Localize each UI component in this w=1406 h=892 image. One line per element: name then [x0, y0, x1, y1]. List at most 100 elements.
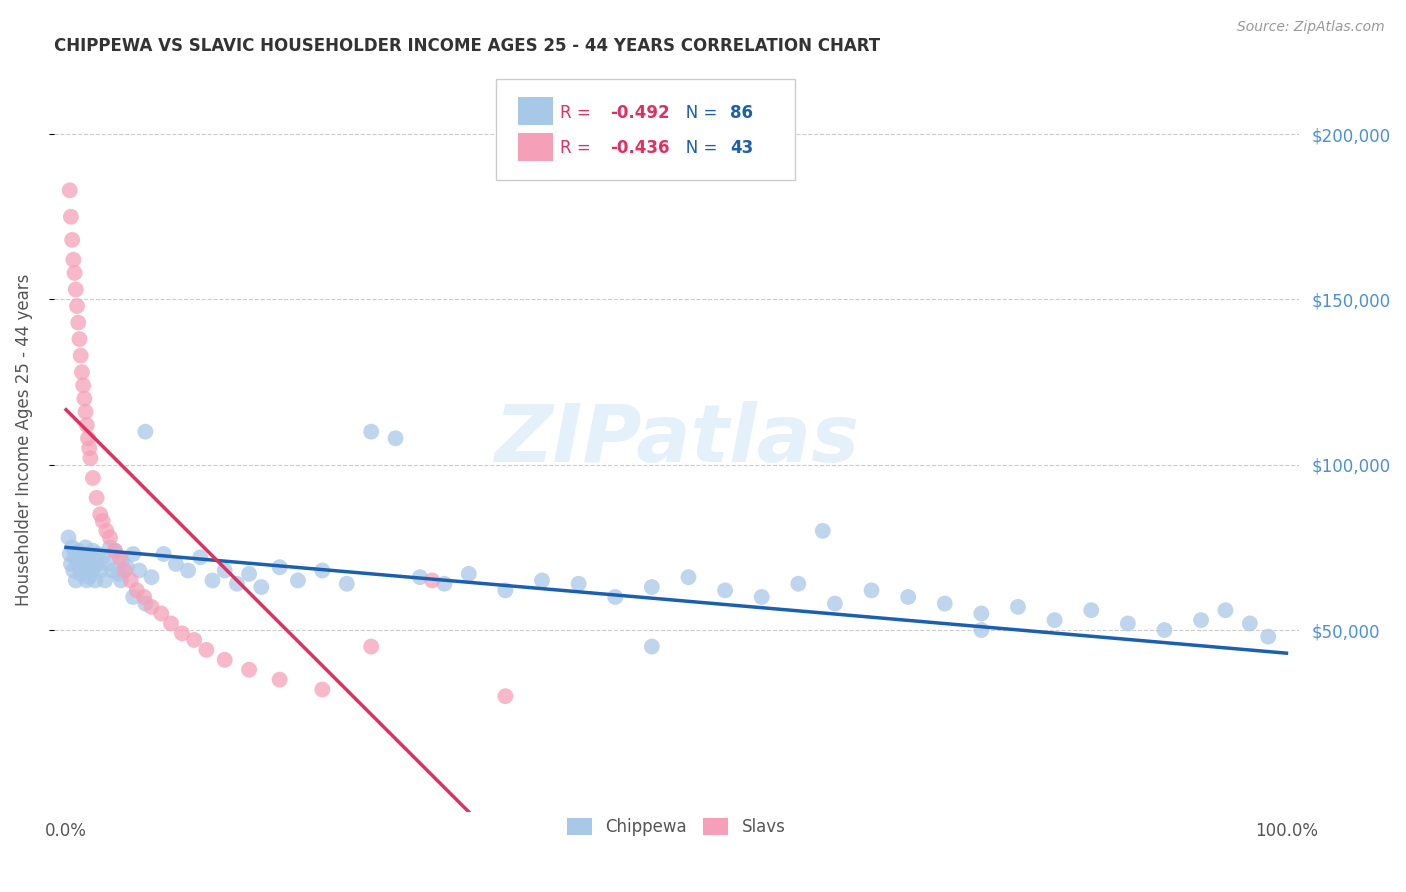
Point — [134, 597, 156, 611]
Point — [72, 557, 94, 571]
Point — [360, 640, 382, 654]
Point — [1239, 616, 1261, 631]
Point — [91, 514, 114, 528]
Point — [225, 576, 247, 591]
Text: -0.492: -0.492 — [610, 103, 669, 121]
Point — [970, 623, 993, 637]
Text: 86: 86 — [730, 103, 752, 121]
Point — [1215, 603, 1237, 617]
Point — [89, 508, 111, 522]
Point — [125, 583, 148, 598]
Point — [76, 574, 98, 588]
Point — [214, 653, 236, 667]
Point — [751, 590, 773, 604]
Legend: Chippewa, Slavs: Chippewa, Slavs — [558, 810, 794, 845]
Point — [641, 580, 664, 594]
Text: Source: ZipAtlas.com: Source: ZipAtlas.com — [1237, 20, 1385, 34]
Text: R =: R = — [561, 138, 596, 157]
Point — [62, 564, 84, 578]
Point — [69, 332, 91, 346]
Point — [134, 425, 156, 439]
Point — [107, 566, 129, 581]
Text: R =: R = — [561, 103, 596, 121]
Point — [824, 597, 846, 611]
Point — [84, 574, 107, 588]
Point — [70, 365, 93, 379]
Point — [530, 574, 553, 588]
FancyBboxPatch shape — [496, 79, 794, 179]
Point — [214, 564, 236, 578]
Text: 43: 43 — [730, 138, 754, 157]
Point — [66, 299, 89, 313]
Point — [77, 441, 100, 455]
Text: N =: N = — [671, 103, 723, 121]
Point — [77, 431, 100, 445]
Point — [75, 405, 97, 419]
Point — [122, 590, 145, 604]
Point — [60, 541, 83, 555]
Point — [69, 349, 91, 363]
Point — [79, 550, 101, 565]
Bar — [519, 133, 553, 161]
Point — [714, 583, 737, 598]
Point — [59, 183, 82, 197]
Point — [82, 471, 104, 485]
Point — [128, 564, 150, 578]
Point — [269, 673, 291, 687]
Point — [62, 252, 84, 267]
Point — [897, 590, 920, 604]
Point — [201, 574, 224, 588]
Point — [287, 574, 309, 588]
Point — [1257, 630, 1279, 644]
Point — [104, 543, 127, 558]
Point — [79, 451, 101, 466]
Point — [86, 491, 108, 505]
Point — [934, 597, 956, 611]
Point — [73, 392, 96, 406]
Point — [433, 576, 456, 591]
Point — [152, 547, 174, 561]
Point — [82, 543, 104, 558]
Point — [250, 580, 273, 594]
Point — [605, 590, 627, 604]
Point — [73, 564, 96, 578]
Point — [70, 547, 93, 561]
Point — [63, 550, 86, 565]
Point — [111, 553, 134, 567]
Point — [66, 553, 89, 567]
Point — [678, 570, 700, 584]
Point — [336, 576, 359, 591]
Point — [59, 210, 82, 224]
Point — [86, 557, 108, 571]
Point — [77, 553, 100, 567]
Point — [65, 283, 87, 297]
Point — [160, 616, 183, 631]
Point — [150, 607, 173, 621]
Point — [494, 583, 516, 598]
Point — [83, 560, 105, 574]
Point — [141, 570, 163, 584]
Point — [420, 574, 443, 588]
Text: -0.436: -0.436 — [610, 138, 669, 157]
Point — [177, 564, 200, 578]
Point — [60, 233, 83, 247]
Point — [67, 316, 90, 330]
Point — [94, 574, 117, 588]
Point — [188, 550, 211, 565]
Point — [110, 574, 132, 588]
Point — [58, 531, 80, 545]
Bar — [519, 97, 553, 125]
Point — [98, 531, 121, 545]
Point — [75, 541, 97, 555]
Point — [104, 543, 127, 558]
Point — [384, 431, 406, 445]
Point — [76, 418, 98, 433]
Point — [568, 576, 591, 591]
Point — [114, 564, 136, 578]
Point — [494, 689, 516, 703]
Point — [1080, 603, 1102, 617]
Point — [67, 543, 90, 558]
Point — [65, 574, 87, 588]
Point — [183, 632, 205, 647]
Point — [87, 547, 110, 561]
